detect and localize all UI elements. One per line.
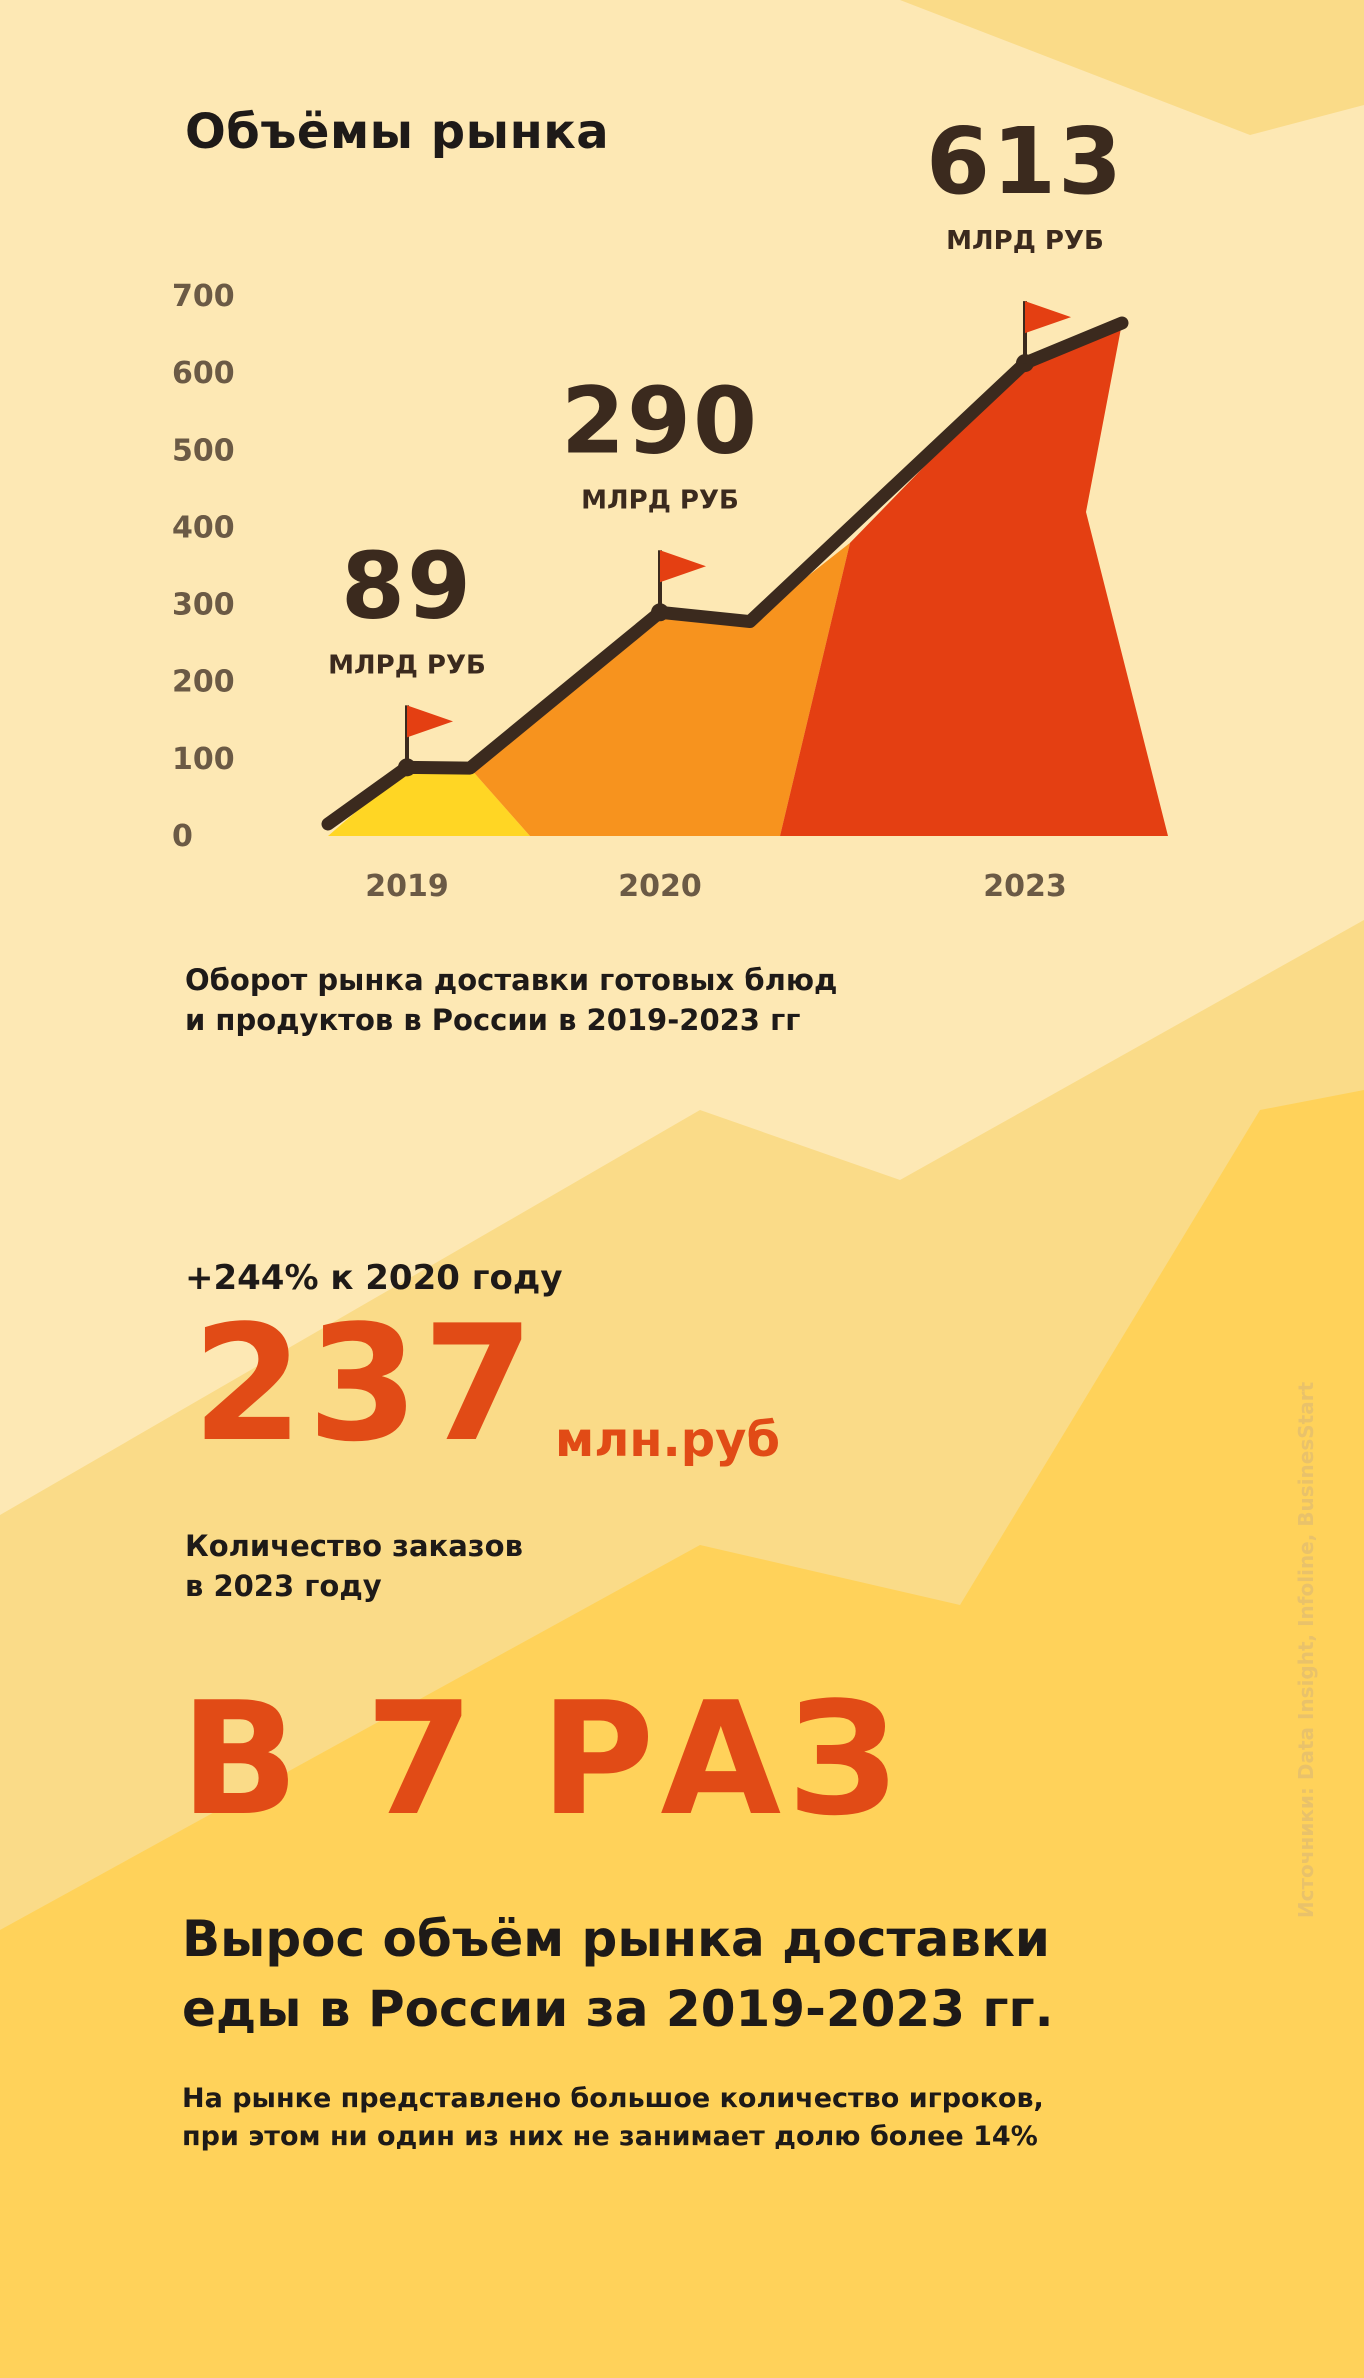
orders-unit: млн.руб xyxy=(555,1412,780,1468)
value-label-2019: 89 xyxy=(341,532,473,639)
orders-caption: Количество заказов в 2023 году xyxy=(185,1526,523,1606)
headline-line2: еды в России за 2019-2023 гг. xyxy=(182,1980,1054,2038)
value-label-2020: 290 xyxy=(561,367,759,474)
y-tick-label: 400 xyxy=(172,510,235,545)
orders-value: 237 xyxy=(192,1290,538,1477)
y-tick-label: 300 xyxy=(172,588,235,623)
page-title: Объёмы рынка xyxy=(185,104,610,160)
y-tick-label: 500 xyxy=(172,433,235,468)
chart-flags xyxy=(405,301,1071,768)
chart-areas xyxy=(328,323,1168,836)
y-tick-label: 0 xyxy=(172,819,193,854)
x-tick-label: 2023 xyxy=(983,869,1067,904)
area-2019 xyxy=(328,767,530,836)
y-tick-label: 200 xyxy=(172,665,235,700)
market-note: На рынке представлено большое количество… xyxy=(182,2080,1082,2156)
chart-caption-line2: и продуктов в России в 2019-2023 гг xyxy=(185,1003,801,1037)
chart-caption: Оборот рынка доставки готовых блюд и про… xyxy=(185,960,905,1040)
orders-growth: +244% к 2020 году xyxy=(185,1258,563,1298)
chart-value-labels: 89 МЛРД РУБ 290 МЛРД РУБ 613 МЛРД РУБ xyxy=(328,108,1124,680)
chart-caption-line1: Оборот рынка доставки готовых блюд xyxy=(185,963,838,997)
value-label-2023: 613 xyxy=(926,108,1124,215)
market-volume-chart: 0 100 200 300 400 500 600 700 89 МЛРД РУБ 290 МЛРД… xyxy=(172,108,1168,904)
x-axis: 2019 2020 2023 xyxy=(365,869,1067,904)
value-unit-2023: МЛРД РУБ xyxy=(946,226,1104,256)
headline: Вырос объём рынка доставки еды в России … xyxy=(182,1904,1182,2044)
value-unit-2020: МЛРД РУБ xyxy=(581,485,739,515)
growth-times: В 7 РАЗ xyxy=(180,1668,904,1850)
flag-icon xyxy=(407,705,453,738)
y-tick-label: 100 xyxy=(172,742,235,777)
flag-icon xyxy=(660,550,706,583)
headline-line1: Вырос объём рынка доставки xyxy=(182,1910,1050,1968)
market-note-line1: На рынке представлено большое количество… xyxy=(182,2083,1044,2114)
orders-caption-line2: в 2023 году xyxy=(185,1569,382,1603)
area-2023 xyxy=(780,323,1168,836)
y-tick-label: 700 xyxy=(172,279,235,314)
orders-caption-line1: Количество заказов xyxy=(185,1529,523,1563)
y-axis: 0 100 200 300 400 500 600 700 xyxy=(172,279,235,854)
y-tick-label: 600 xyxy=(172,356,235,391)
flag-icon xyxy=(1025,301,1071,334)
market-note-line2: при этом ни один из них не занимает долю… xyxy=(182,2121,1038,2152)
background-peak-top xyxy=(900,0,1364,135)
background-front-band xyxy=(0,1090,1364,2378)
area-2020 xyxy=(470,542,850,836)
value-unit-2019: МЛРД РУБ xyxy=(328,650,486,680)
x-tick-label: 2020 xyxy=(618,869,702,904)
sources-text: Источники: Data Insight, Infoline, Busin… xyxy=(1294,1381,1318,1919)
x-tick-label: 2019 xyxy=(365,869,449,904)
